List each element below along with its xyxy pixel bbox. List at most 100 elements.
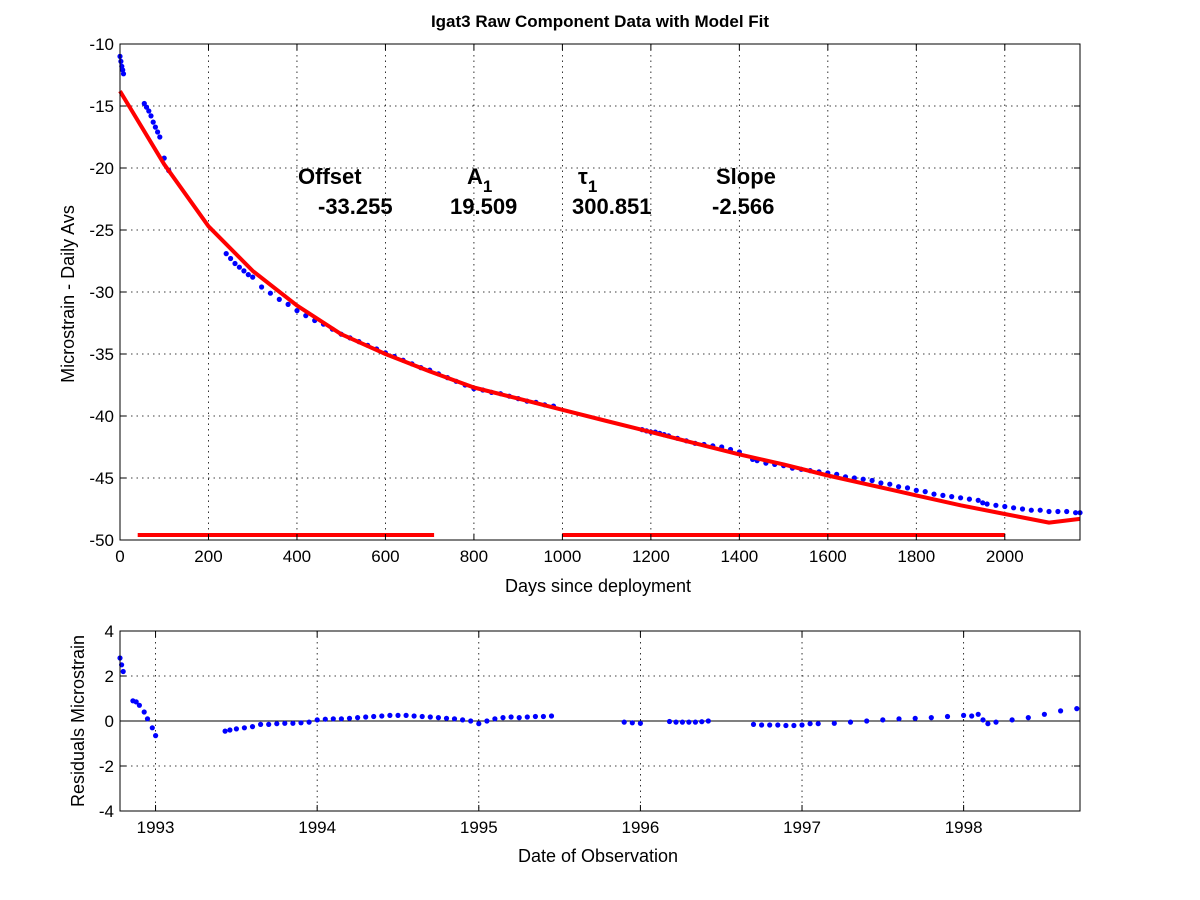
bottom-data-point [961,712,967,719]
bottom-data-point [791,722,797,729]
bottom-data-point [476,721,482,727]
bottom-data-point [241,725,247,731]
bottom-y-tick-label: 4 [105,622,114,641]
bottom-data-point [395,712,401,719]
top-data-point [259,284,265,290]
top-plot: 0 200 400 600 800 1000 1200 1400 1600 1800 2000 -10… [89,35,1083,566]
bottom-data-point [516,715,522,721]
bottom-data-point [912,715,918,721]
bottom-data-point [864,718,870,724]
a1-label: A1 [467,164,492,196]
bottom-data-point [371,713,377,720]
bottom-data-point [322,716,328,722]
bottom-data-point [699,719,705,725]
bottom-data-point [227,727,233,733]
top-data-point [958,495,964,501]
bottom-data-point [508,714,514,720]
top-y-tick-label: -45 [89,469,114,488]
bottom-data-point [692,719,699,725]
bottom-data-point [411,713,417,719]
tau1-symbol: τ [578,164,588,189]
bottom-data-point [540,713,547,720]
bottom-data-point [831,720,837,726]
bottom-data-point [222,728,228,734]
tau1-label: τ1 [578,164,597,196]
top-x-tick-label: 2000 [986,547,1024,566]
top-y-tick-label: -50 [89,531,114,550]
bottom-data-point [338,716,344,722]
bottom-data-point [673,719,679,725]
bottom-data-point [928,715,934,721]
top-data-point [966,496,973,502]
bottom-data-point [847,719,854,725]
bottom-data-point [363,714,369,720]
top-x-tick-label: 600 [371,547,399,566]
top-y-tick-label: -30 [89,283,114,302]
bottom-data-point [266,721,272,728]
top-data-point [236,264,242,270]
top-data-point [228,255,234,262]
bottom-data-point [233,726,239,732]
top-data-point [1064,508,1070,515]
bottom-y-tick-label: -2 [99,757,114,776]
bottom-plot: 1993 1994 1995 1996 1997 1998 4 2 0 -2 -4 [99,622,1081,837]
top-fit-line-1 [118,90,1081,525]
top-data-point [993,502,999,508]
bottom-data-point [629,720,635,726]
a1-subscript: 1 [483,177,492,196]
bottom-data-point [387,712,393,719]
bottom-data-point [149,725,155,731]
top-data-point [118,58,124,64]
top-data-point [913,487,919,493]
top-data-point [878,480,884,486]
bottom-x-axis-label: Date of Observation [518,846,678,866]
bottom-data-point [969,713,975,719]
bottom-data-point [807,721,813,727]
top-x-tick-label: 1800 [897,547,935,566]
top-x-tick-label: 1200 [632,547,670,566]
top-data-point [276,296,282,302]
bottom-data-point [980,717,986,723]
top-y-tick-label: -15 [89,97,114,116]
top-data-point [975,497,981,503]
bottom-data-point [306,719,312,725]
bottom-data-point [637,720,644,726]
bottom-data-point [524,714,530,720]
top-data-point [148,113,154,119]
bottom-data-point [944,713,951,720]
bottom-data-point [993,719,999,725]
bottom-data-point [427,714,433,720]
bottom-data-point [621,719,627,725]
bottom-data-point [144,716,151,722]
bottom-data-point [141,709,147,715]
bottom-data-point [783,722,789,729]
top-data-point [887,481,893,487]
top-data-point [1002,503,1008,510]
tau1-subscript: 1 [588,177,597,196]
offset-value: -33.255 [318,194,393,219]
top-x-tick-label: 400 [283,547,311,566]
top-data-point [931,491,937,497]
top-data-point [285,301,291,307]
bottom-data-point [346,715,353,721]
top-y-tick-label: -25 [89,221,114,240]
bottom-y-axis-label: Residuals Microstrain [68,635,88,807]
bottom-data-point [460,717,466,723]
bottom-data-point [1025,715,1031,721]
top-data-point [869,477,875,484]
bottom-data-point [896,716,902,722]
chart-title: Igat3 Raw Component Data with Model Fit [431,12,769,31]
bottom-data-point [880,717,886,723]
top-x-tick-label: 1000 [543,547,581,566]
bottom-data-point [686,719,692,725]
top-data-point [267,290,273,296]
bottom-x-tick-label: 1994 [298,818,336,837]
top-data-point [250,274,256,280]
bottom-data-point [379,713,385,719]
top-data-point [984,501,990,507]
bottom-data-point [249,724,256,730]
top-data-point [155,129,161,135]
bottom-data-point [355,715,361,721]
